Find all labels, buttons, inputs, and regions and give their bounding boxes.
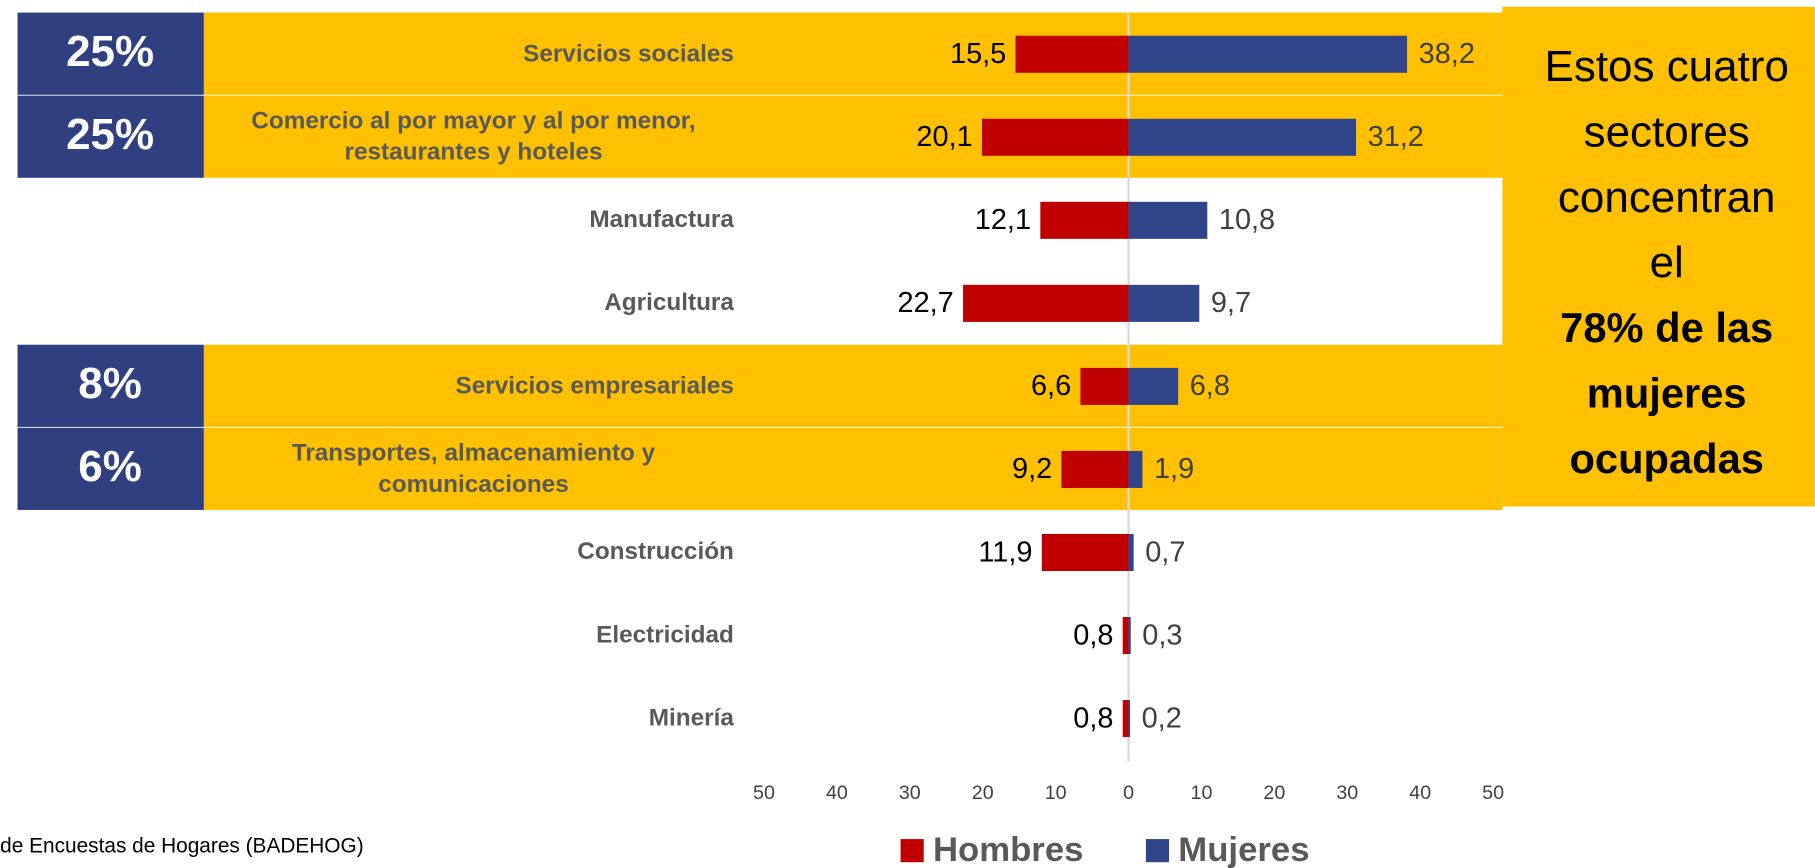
annotation-line: ocupadas xyxy=(1569,435,1763,482)
bar xyxy=(1128,35,1408,73)
annotation-line: Estos cuatro xyxy=(1545,42,1789,91)
highlight-badge xyxy=(17,12,204,95)
category-label: Manufactura xyxy=(589,206,734,233)
bar xyxy=(981,118,1129,156)
x-tick-label: 30 xyxy=(899,782,921,804)
category-label-box: Agricultura xyxy=(174,262,734,345)
value-label: 0,3 xyxy=(1142,619,1182,651)
value-label: 11,9 xyxy=(978,536,1032,568)
category-label: Minería xyxy=(648,704,734,732)
category-label-wrap: Comercio al por mayor y al por menor, re… xyxy=(174,96,734,179)
annotation-line: concentran xyxy=(1558,173,1776,222)
highlight-badge xyxy=(17,95,204,178)
category-label-box: Electricidad xyxy=(174,594,734,677)
x-tick-label: 50 xyxy=(753,782,775,804)
bar xyxy=(1080,367,1129,405)
category-label: Servicios empresariales xyxy=(455,372,734,399)
bar xyxy=(1128,700,1131,738)
category-label-wrap: Electricidad xyxy=(174,594,734,677)
x-tick-label: 20 xyxy=(972,782,994,804)
bar xyxy=(1122,617,1129,655)
x-tick-label: 20 xyxy=(1263,782,1285,804)
category-label-box: Servicios sociales xyxy=(174,13,734,96)
x-tick-label: 10 xyxy=(1045,782,1067,804)
value-label: 0,8 xyxy=(1073,619,1113,651)
x-tick-label: 30 xyxy=(1336,782,1358,804)
value-label: 0,8 xyxy=(1073,702,1113,734)
value-label: 6,6 xyxy=(1031,370,1071,402)
annotation-line: 78% de las xyxy=(1560,304,1773,351)
category-label-box: Transportes, almacenamiento y comunicaci… xyxy=(174,428,734,511)
annotation-line: el xyxy=(1650,238,1684,287)
category-label-box: Construcción xyxy=(174,511,734,594)
highlight-label: 6% xyxy=(78,442,142,491)
legend-swatch xyxy=(1145,839,1170,863)
value-label: 38,2 xyxy=(1419,38,1475,70)
category-label-wrap: Servicios sociales xyxy=(174,13,734,96)
value-label: 1,9 xyxy=(1154,453,1194,485)
bar xyxy=(1128,118,1357,156)
bar xyxy=(963,284,1129,322)
x-tick-label: 0 xyxy=(1123,782,1134,804)
value-label: 9,7 xyxy=(1211,287,1251,319)
highlight-badge xyxy=(17,427,204,510)
legend-swatch xyxy=(900,839,924,863)
highlight-label: 25% xyxy=(66,27,154,76)
x-tick-label: 10 xyxy=(1191,782,1213,804)
legend-label: Hombres xyxy=(933,831,1084,868)
category-label-box: Servicios empresariales xyxy=(174,345,734,428)
legend-label: Mujeres xyxy=(1178,831,1309,868)
x-tick-label: 40 xyxy=(826,782,848,804)
category-label: Transportes, almacenamiento y comunicaci… xyxy=(291,440,656,498)
value-label: 6,8 xyxy=(1190,370,1230,402)
value-label: 0,2 xyxy=(1142,702,1182,734)
annotation-line: mujeres xyxy=(1587,369,1747,416)
annotation-panel xyxy=(1502,6,1815,507)
category-label: Construcción xyxy=(577,538,734,566)
value-label: 22,7 xyxy=(897,287,953,319)
bar xyxy=(1122,700,1129,738)
value-label: 10,8 xyxy=(1219,204,1275,236)
annotation-line: sectores xyxy=(1584,107,1750,156)
bar xyxy=(1015,35,1129,73)
bar xyxy=(1128,617,1131,655)
category-label-wrap: Manufactura xyxy=(174,179,734,262)
bar xyxy=(1128,284,1200,322)
value-label: 15,5 xyxy=(950,38,1006,70)
category-label-wrap: Servicios empresariales xyxy=(174,345,734,428)
bar xyxy=(1040,201,1129,239)
category-label-wrap: Construcción xyxy=(174,511,734,594)
bar xyxy=(1128,367,1179,405)
x-tick-label: 40 xyxy=(1409,782,1431,804)
category-label-box: Manufactura xyxy=(174,179,734,262)
category-label: Comercio al por mayor y al por menor, re… xyxy=(251,108,696,166)
x-tick-label: 50 xyxy=(1482,782,1504,804)
source-note: de Encuestas de Hogares (BADEHOG) xyxy=(0,835,364,858)
bar xyxy=(1128,450,1143,488)
highlight-band xyxy=(203,427,1503,510)
value-label: 12,1 xyxy=(975,204,1031,236)
highlight-badge xyxy=(17,344,204,427)
category-label-box: Minería xyxy=(174,677,734,760)
bar xyxy=(1041,533,1129,571)
highlight-label: 8% xyxy=(78,359,142,408)
category-label-box: Comercio al por mayor y al por menor, re… xyxy=(174,96,734,179)
category-label: Electricidad xyxy=(596,621,734,649)
value-label: 20,1 xyxy=(916,121,972,153)
category-label: Servicios sociales xyxy=(523,40,734,67)
category-label-wrap: Agricultura xyxy=(174,262,734,345)
highlight-band xyxy=(203,344,1503,427)
category-label: Agricultura xyxy=(604,289,734,316)
category-label-wrap: Minería xyxy=(174,677,734,760)
bar xyxy=(1128,201,1208,239)
bar xyxy=(1128,533,1134,571)
category-label-wrap: Transportes, almacenamiento y comunicaci… xyxy=(174,428,734,511)
value-label: 31,2 xyxy=(1368,121,1424,153)
bar xyxy=(1061,450,1129,488)
value-label: 0,7 xyxy=(1145,536,1185,568)
value-label: 9,2 xyxy=(1012,453,1052,485)
highlight-label: 25% xyxy=(66,110,154,159)
